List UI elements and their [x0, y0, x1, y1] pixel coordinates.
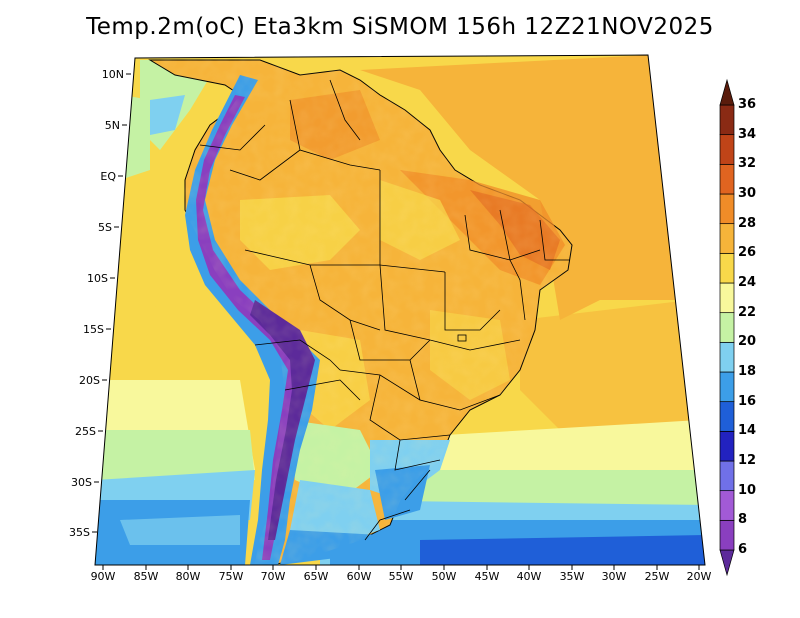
lat-label: EQ — [100, 170, 116, 183]
colorbar-swatch — [719, 223, 735, 254]
lon-label: 80W — [175, 570, 201, 583]
colorbar-swatch — [719, 252, 735, 284]
colorbar-label: 18 — [738, 364, 757, 379]
lat-ticks — [92, 73, 131, 533]
lon-label: 35W — [559, 570, 585, 583]
colorbar-swatch — [719, 460, 735, 492]
lon-label: 60W — [346, 570, 372, 583]
lat-label: 35S — [69, 526, 90, 539]
colorbar-swatch — [719, 282, 735, 314]
colorbar-label: 26 — [738, 245, 757, 261]
colorbar-label: 22 — [738, 304, 757, 320]
colorbar-label: 14 — [738, 423, 757, 439]
colorbar-label: 32 — [738, 156, 757, 172]
colorbar-swatch — [719, 163, 735, 195]
colorbar-label: 6 — [738, 542, 748, 557]
lat-label: 15S — [83, 323, 104, 336]
lon-label: 45W — [474, 570, 500, 583]
lon-label: 50W — [431, 570, 457, 583]
lat-label: 30S — [71, 476, 92, 489]
colorbar-label: 24 — [738, 275, 757, 290]
map-title: Temp.2m(oC) Eta3km SiSMOM 156h 12Z21NOV2… — [86, 14, 714, 40]
colorbar-swatch — [719, 371, 735, 403]
colorbar-label: 36 — [738, 97, 757, 112]
colorbar-label: 10 — [738, 482, 757, 498]
colorbar-swatch — [719, 519, 735, 551]
lon-label: 70W — [260, 570, 286, 583]
colorbar-label: 30 — [738, 186, 757, 201]
lon-label: 55W — [388, 570, 414, 583]
colorbar-swatch — [719, 341, 735, 373]
lon-label: 90W — [90, 570, 116, 583]
colorbar-swatch — [719, 490, 735, 521]
lat-label: 25S — [75, 425, 96, 438]
lat-label: 5S — [98, 221, 112, 234]
lon-ticks — [102, 565, 700, 570]
lon-label: 30W — [601, 570, 627, 583]
colorbar — [719, 78, 735, 577]
lat-label: 10N — [101, 68, 124, 81]
map-area — [95, 55, 705, 565]
lon-label: 25W — [644, 570, 670, 583]
colorbar-tip-high — [719, 78, 735, 106]
colorbar-tip-low — [719, 549, 735, 577]
colorbar-label: 8 — [738, 512, 748, 528]
lat-label: 10S — [87, 272, 108, 285]
colorbar-swatch — [719, 312, 735, 343]
colorbar-label: 34 — [738, 126, 757, 142]
colorbar-swatch — [719, 430, 735, 462]
lat-label: 20S — [79, 374, 100, 387]
lon-label: 85W — [133, 570, 159, 583]
colorbar-label: 16 — [738, 393, 757, 409]
colorbar-label: 20 — [738, 334, 757, 350]
colorbar-swatch — [719, 104, 735, 136]
lon-label: 75W — [218, 570, 244, 583]
colorbar-label: 28 — [738, 215, 757, 231]
colorbar-label: 12 — [738, 453, 757, 468]
lon-label: 65W — [303, 570, 329, 583]
colorbar-swatch — [719, 134, 735, 165]
colorbar-swatch — [719, 193, 735, 225]
colorbar-swatch — [719, 401, 735, 432]
lon-label: 40W — [516, 570, 542, 583]
lon-label: 20W — [686, 570, 712, 583]
lat-label: 5N — [104, 119, 120, 132]
